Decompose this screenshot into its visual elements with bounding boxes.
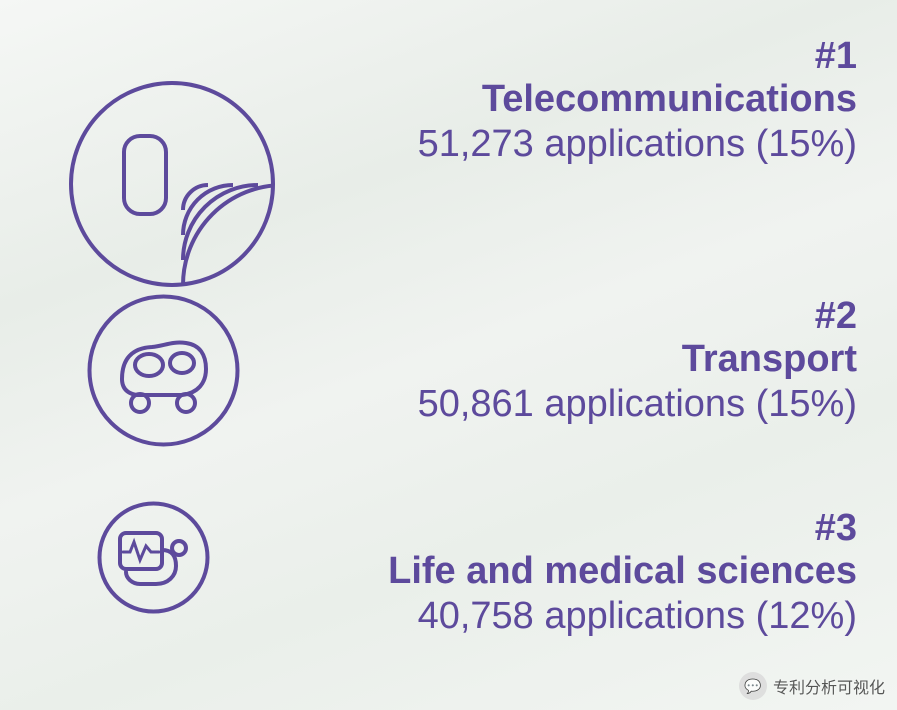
title-label: Telecommunications — [418, 78, 857, 122]
wechat-icon: 💬 — [739, 672, 767, 700]
medical-icon — [96, 500, 211, 615]
telecom-icon — [68, 80, 276, 288]
title-label: Life and medical sciences — [388, 550, 857, 594]
ranking-row-1: #1 Telecommunications 51,273 application… — [0, 45, 897, 265]
watermark: 💬 专利分析可视化 — [739, 672, 885, 700]
ranking-text-1: #1 Telecommunications 51,273 application… — [418, 35, 857, 167]
watermark-text: 专利分析可视化 — [773, 674, 885, 698]
transport-icon — [86, 293, 241, 448]
ranking-row-3: #3 Life and medical sciences 40,758 appl… — [0, 495, 897, 645]
title-label: Transport — [418, 338, 857, 382]
ranking-text-2: #2 Transport 50,861 applications (15%) — [418, 295, 857, 427]
stats-label: 50,861 applications (15%) — [418, 382, 857, 428]
ranking-row-2: #2 Transport 50,861 applications (15%) — [0, 285, 897, 455]
rank-label: #2 — [418, 295, 857, 338]
ranking-text-3: #3 Life and medical sciences 40,758 appl… — [388, 507, 857, 639]
stats-label: 51,273 applications (15%) — [418, 122, 857, 168]
rank-label: #1 — [418, 35, 857, 78]
stats-label: 40,758 applications (12%) — [388, 594, 857, 640]
rank-label: #3 — [388, 507, 857, 550]
